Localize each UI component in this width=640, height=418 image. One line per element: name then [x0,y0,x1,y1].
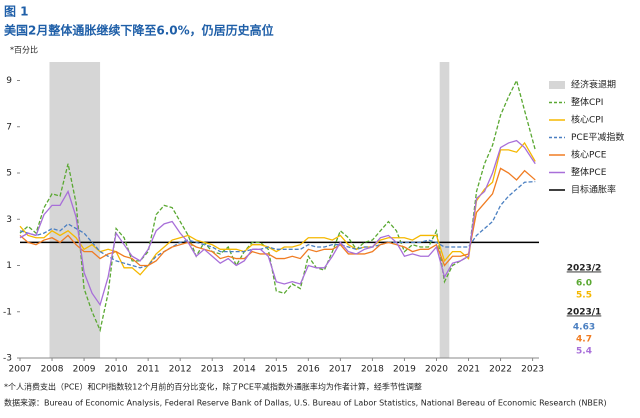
y-tick-label: -1 [3,307,12,317]
end-label: 5.4 [576,347,592,357]
series-line [19,167,536,267]
x-tick-label: 2017 [329,365,352,375]
end-label: 5.5 [576,291,592,301]
recession-band [49,62,101,358]
legend-label: 整体PCE [571,166,607,178]
legend-label: 核心CPI [571,114,603,126]
y-axis-label: *百分比 [10,45,38,55]
x-tick-label: 2007 [9,365,32,375]
legend-label: 核心PCE [571,149,607,161]
x-tick-label: 2021 [457,365,480,375]
x-tick-label: 2013 [201,365,224,375]
x-tick-label: 2016 [297,365,320,375]
x-tick-label: 2023 [521,365,544,375]
legend-label: PCE平减指数 [571,131,624,143]
y-tick-label: 5 [6,169,12,179]
x-tick-label: 2015 [265,365,288,375]
y-tick-label: 1 [6,261,12,271]
chart-subtitle: 美国2月整体通胀继续下降至6.0%，仍居历史高位 [4,23,274,38]
y-tick-label: 3 [6,215,12,225]
x-tick-label: 2008 [41,365,64,375]
recession-band [439,62,450,358]
y-tick-label: 7 [6,122,12,132]
x-tick-label: 2022 [489,365,512,375]
end-label: 6.0 [576,279,592,289]
x-tick-label: 2020 [425,365,448,375]
end-label: 4.63 [573,323,595,333]
legend-label: 经济衰退期 [571,79,616,91]
x-tick-label: 2014 [233,365,256,375]
x-tick-label: 2010 [105,365,128,375]
series-line [19,139,536,307]
end-label: 4.7 [576,335,592,345]
end-label-period: 2023/2 [567,264,602,274]
y-tick-label: -3 [3,354,12,364]
x-tick-label: 2009 [73,365,96,375]
series-line [19,180,536,269]
x-tick-label: 2019 [393,365,416,375]
series-line [19,141,536,276]
legend-label: 整体CPI [571,96,603,108]
x-tick-label: 2012 [169,365,192,375]
end-label-period: 2023/1 [567,308,602,318]
y-tick-label: 9 [6,76,12,86]
chart-title: 图 1 [4,5,29,19]
source-note: 数据来源：Bureau of Economic Analysis, Federa… [4,398,607,408]
series-line [19,78,536,333]
legend-swatch [549,81,565,89]
x-tick-label: 2011 [137,365,160,375]
x-tick-label: 2018 [361,365,384,375]
legend-label: 目标通胀率 [571,184,616,196]
footnote: *个人消费支出（PCE）和CPI指数较12个月前的百分比变化，除了PCE平减指数… [4,382,422,392]
